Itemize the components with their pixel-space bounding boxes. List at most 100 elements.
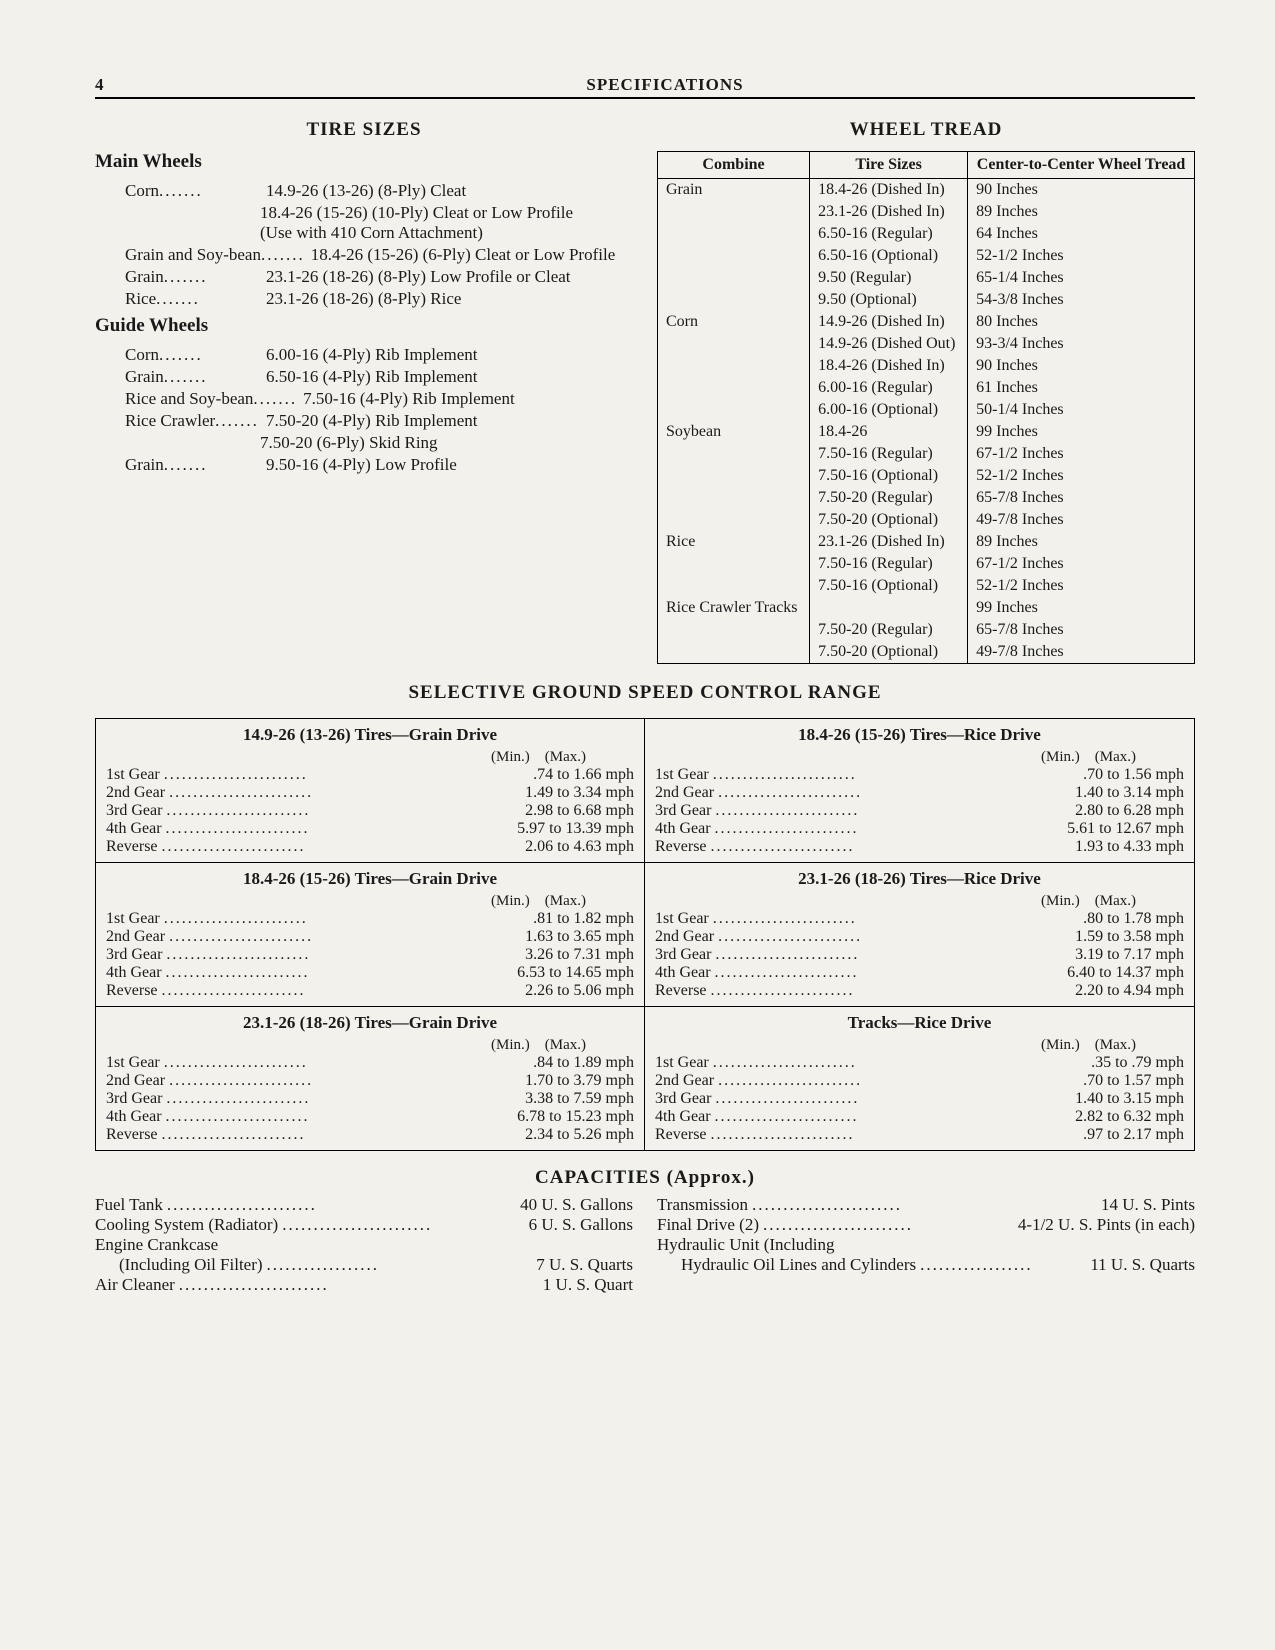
gear-row: Reverse........................2.26 to 5…: [106, 982, 634, 1000]
gear-value: .74 to 1.66 mph: [533, 766, 634, 784]
gear-value: 2.98 to 6.68 mph: [525, 802, 634, 820]
table-cell: 65-1/4 Inches: [968, 267, 1195, 289]
leader-dots: ........................: [160, 910, 533, 928]
table-cell: 93-3/4 Inches: [968, 333, 1195, 355]
table-cell: 52-1/2 Inches: [968, 465, 1195, 487]
gear-value: 2.82 to 6.32 mph: [1075, 1108, 1184, 1126]
capacity-value: 1 U. S. Quart: [543, 1275, 633, 1295]
gear-label: Reverse: [655, 982, 707, 1000]
leader-dots: ........................: [714, 1072, 1083, 1090]
table-cell: 7.50-20 (Optional): [810, 509, 968, 531]
spec-label: Grain.......: [125, 267, 260, 287]
spec-desc: 9.50-16 (4-Ply) Low Profile: [260, 455, 633, 475]
gear-label: 2nd Gear: [655, 928, 714, 946]
table-cell: 65-7/8 Inches: [968, 619, 1195, 641]
table-cell: 7.50-16 (Regular): [810, 553, 968, 575]
table-row: Rice23.1-26 (Dished In)89 Inches: [658, 531, 1195, 553]
capacity-label: (Including Oil Filter): [119, 1255, 263, 1275]
gear-value: .80 to 1.78 mph: [1083, 910, 1184, 928]
spec-desc: 6.50-16 (4-Ply) Rib Implement: [260, 367, 633, 387]
leader-dots: ..................: [916, 1255, 1090, 1275]
table-row: Soybean18.4-2699 Inches: [658, 421, 1195, 443]
table-cell: 61 Inches: [968, 377, 1195, 399]
spec-label: Grain.......: [125, 367, 260, 387]
min-max-label: (Min.) (Max.): [106, 749, 586, 766]
speed-block-title: 18.4-26 (15-26) Tires—Rice Drive: [655, 725, 1184, 745]
leader-dots: ........................: [162, 964, 518, 982]
page-title: SPECIFICATIONS: [135, 75, 1195, 95]
leader-dots: ........................: [714, 784, 1075, 802]
tire-sizes-section: TIRE SIZES Main Wheels Corn....... 14.9-…: [95, 115, 633, 664]
leader-dots: ........................: [759, 1215, 1018, 1235]
gear-row: Reverse........................2.20 to 4…: [655, 982, 1184, 1000]
speed-block: 18.4-26 (15-26) Tires—Rice Drive(Min.) (…: [645, 719, 1194, 863]
leader-dots: ........................: [165, 928, 525, 946]
gear-row: 4th Gear........................5.97 to …: [106, 820, 634, 838]
capacity-row: (Including Oil Filter)..................…: [95, 1255, 633, 1275]
table-cell: Corn: [658, 311, 810, 421]
spec-label: Rice.......: [125, 289, 260, 309]
page-number: 4: [95, 75, 135, 95]
gear-value: .84 to 1.89 mph: [533, 1054, 634, 1072]
leader-dots: ........................: [714, 928, 1075, 946]
table-cell: 67-1/2 Inches: [968, 553, 1195, 575]
gear-label: 3rd Gear: [106, 802, 162, 820]
leader-dots: ........................: [158, 838, 526, 856]
leader-dots: ........................: [158, 1126, 526, 1144]
capacity-label: Air Cleaner: [95, 1275, 175, 1295]
table-cell: 14.9-26 (Dished Out): [810, 333, 968, 355]
table-header: Tire Sizes: [810, 152, 968, 179]
table-cell: Rice Crawler Tracks: [658, 597, 810, 664]
gear-value: 3.19 to 7.17 mph: [1075, 946, 1184, 964]
capacity-label: Hydraulic Unit (Including: [657, 1235, 835, 1255]
gear-value: 1.70 to 3.79 mph: [525, 1072, 634, 1090]
speed-block-title: 23.1-26 (18-26) Tires—Rice Drive: [655, 869, 1184, 889]
speed-block-title: Tracks—Rice Drive: [655, 1013, 1184, 1033]
capacity-row: Cooling System (Radiator)...............…: [95, 1215, 633, 1235]
gear-row: 3rd Gear........................2.80 to …: [655, 802, 1184, 820]
gear-row: 1st Gear.........................70 to 1…: [655, 766, 1184, 784]
gear-label: 4th Gear: [655, 964, 711, 982]
gear-label: Reverse: [106, 982, 158, 1000]
spec-line: Rice....... 23.1-26 (18-26) (8-Ply) Rice: [125, 289, 633, 309]
leader-dots: ........................: [707, 982, 1076, 1000]
gear-label: 1st Gear: [106, 1054, 160, 1072]
table-cell: 18.4-26: [810, 421, 968, 443]
table-cell: 50-1/4 Inches: [968, 399, 1195, 421]
gear-value: 1.40 to 3.14 mph: [1075, 784, 1184, 802]
gear-row: 1st Gear.........................74 to 1…: [106, 766, 634, 784]
gear-row: 4th Gear........................5.61 to …: [655, 820, 1184, 838]
leader-dots: ........................: [711, 1108, 1076, 1126]
gear-label: 3rd Gear: [655, 802, 711, 820]
speed-block-title: 14.9-26 (13-26) Tires—Grain Drive: [106, 725, 634, 745]
table-cell: 6.50-16 (Regular): [810, 223, 968, 245]
min-max-label: (Min.) (Max.): [106, 1037, 586, 1054]
leader-dots: .......: [164, 367, 208, 386]
table-cell: 9.50 (Optional): [810, 289, 968, 311]
table-cell: 14.9-26 (Dished In): [810, 311, 968, 333]
leader-dots: .......: [159, 181, 203, 200]
table-cell: 49-7/8 Inches: [968, 641, 1195, 664]
leader-dots: ........................: [711, 946, 1075, 964]
spec-line: Grain....... 6.50-16 (4-Ply) Rib Impleme…: [125, 367, 633, 387]
gear-value: 1.93 to 4.33 mph: [1075, 838, 1184, 856]
table-cell: 99 Inches: [968, 421, 1195, 443]
gear-row: 2nd Gear.........................70 to 1…: [655, 1072, 1184, 1090]
spec-label: Corn.......: [125, 181, 260, 201]
gear-label: 4th Gear: [106, 1108, 162, 1126]
gear-value: 6.78 to 15.23 mph: [517, 1108, 634, 1126]
spec-line: Rice Crawler....... 7.50-20 (4-Ply) Rib …: [125, 411, 633, 431]
capacity-row: Hydraulic Unit (Including: [657, 1235, 1195, 1255]
page: 4 SPECIFICATIONS TIRE SIZES Main Wheels …: [0, 0, 1275, 1650]
table-cell: 80 Inches: [968, 311, 1195, 333]
capacity-row: Final Drive (2)........................4…: [657, 1215, 1195, 1235]
gear-row: Reverse........................2.06 to 4…: [106, 838, 634, 856]
leader-dots: ........................: [175, 1275, 543, 1295]
gear-value: 2.06 to 4.63 mph: [525, 838, 634, 856]
gear-value: 6.40 to 14.37 mph: [1067, 964, 1184, 982]
table-row: Grain18.4-26 (Dished In)90 Inches: [658, 179, 1195, 202]
main-wheels-heading: Main Wheels: [95, 151, 633, 173]
speed-block: 23.1-26 (18-26) Tires—Grain Drive(Min.) …: [96, 1007, 645, 1150]
speed-heading: SELECTIVE GROUND SPEED CONTROL RANGE: [95, 682, 1195, 704]
gear-label: 1st Gear: [106, 910, 160, 928]
